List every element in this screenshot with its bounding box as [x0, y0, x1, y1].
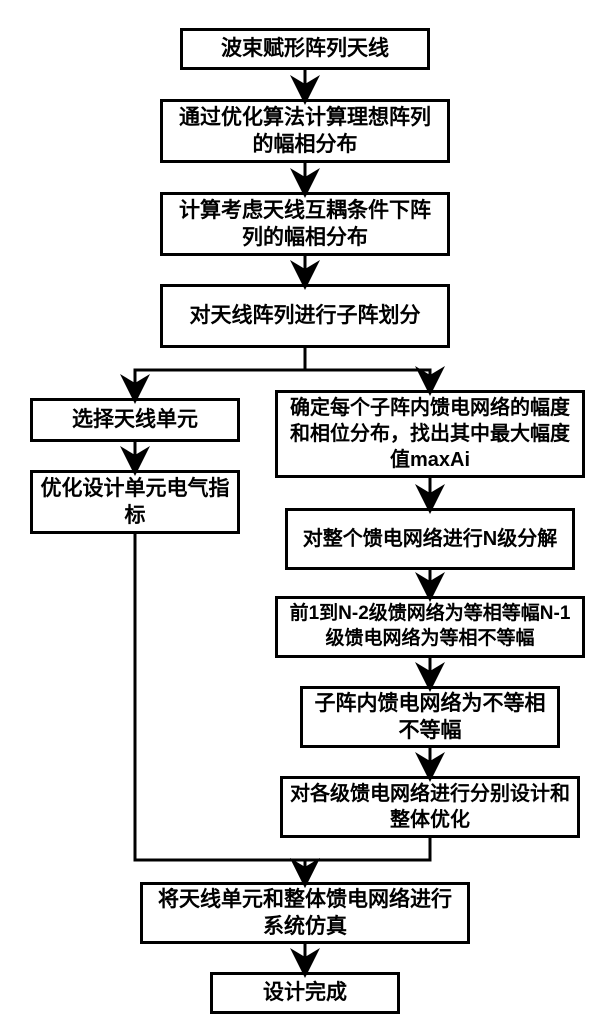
- flowchart-node-n13: 设计完成: [210, 972, 400, 1014]
- flowchart-node-n6: 优化设计单元电气指标: [30, 470, 240, 534]
- node-label: 将天线单元和整体馈电网络进行系统仿真: [149, 886, 461, 941]
- node-label: 前1到N-2级馈网络为等相等幅N-1级馈电网络为等相不等幅: [284, 602, 576, 651]
- node-label: 波束赋形阵列天线: [221, 35, 389, 62]
- node-label: 计算考虑天线互耦条件下阵列的幅相分布: [169, 197, 441, 252]
- flowchart-node-n8: 对整个馈电网络进行N级分解: [285, 508, 575, 570]
- flowchart-node-n2: 通过优化算法计算理想阵列的幅相分布: [160, 99, 450, 163]
- flowchart-node-n12: 将天线单元和整体馈电网络进行系统仿真: [140, 882, 470, 944]
- node-label: 通过优化算法计算理想阵列的幅相分布: [169, 104, 441, 159]
- flowchart-node-n11: 对各级馈电网络进行分别设计和整体优化: [280, 776, 580, 838]
- node-label: 子阵内馈电网络为不等相不等幅: [309, 690, 551, 745]
- flowchart-node-n10: 子阵内馈电网络为不等相不等幅: [300, 686, 560, 748]
- flowchart-edge: [305, 370, 430, 390]
- node-label: 对天线阵列进行子阵划分: [190, 302, 421, 329]
- flowchart-node-n1: 波束赋形阵列天线: [180, 28, 430, 70]
- node-label: 选择天线单元: [72, 406, 198, 433]
- flowchart-node-n3: 计算考虑天线互耦条件下阵列的幅相分布: [160, 192, 450, 256]
- node-label: 对各级馈电网络进行分别设计和整体优化: [289, 781, 571, 833]
- flowchart-node-n4: 对天线阵列进行子阵划分: [160, 284, 450, 348]
- flowchart-node-n9: 前1到N-2级馈网络为等相等幅N-1级馈电网络为等相不等幅: [275, 596, 585, 658]
- node-label: 设计完成: [263, 979, 347, 1006]
- flowchart-node-n7: 确定每个子阵内馈电网络的幅度和相位分布，找出其中最大幅度值maxAi: [275, 390, 585, 478]
- node-label: 对整个馈电网络进行N级分解: [303, 526, 557, 552]
- node-label: 确定每个子阵内馈电网络的幅度和相位分布，找出其中最大幅度值maxAi: [284, 395, 576, 473]
- flowchart-node-n5: 选择天线单元: [30, 398, 240, 442]
- node-label: 优化设计单元电气指标: [39, 475, 231, 530]
- flowchart-edge: [305, 838, 430, 882]
